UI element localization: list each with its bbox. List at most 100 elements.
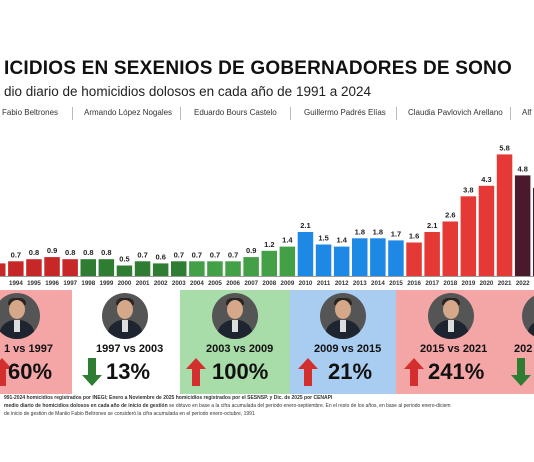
bar-2007 xyxy=(243,257,259,276)
bar-value-label-2012: 1.4 xyxy=(336,236,347,245)
footnote-source-text: 991-2024 homicidios registrados por INEG… xyxy=(4,395,333,401)
x-tick-label-2014: 2014 xyxy=(371,280,385,287)
bar-value-label-2008: 1.2 xyxy=(264,240,274,249)
governor-name-pavlovich: Claudia Pavlovich Arellano xyxy=(408,108,503,117)
comparison-period: 1 vs 1997 xyxy=(4,343,53,355)
bar-2015 xyxy=(388,240,404,276)
x-tick-label-1994: 1994 xyxy=(9,280,23,287)
x-tick-label-2007: 2007 xyxy=(244,280,258,287)
bar-2000 xyxy=(116,265,133,276)
comparison-panel-pavlovich: 2015 vs 2021 241% xyxy=(396,290,508,394)
x-tick-label-2018: 2018 xyxy=(443,280,457,287)
x-tick-label-2016: 2016 xyxy=(407,280,421,287)
comparison-period: 1997 vs 2003 xyxy=(96,343,164,355)
arrow-up-icon xyxy=(0,358,12,386)
x-tick-label-2015: 2015 xyxy=(389,280,403,287)
comparison-period: 2015 vs 2021 xyxy=(420,343,488,355)
x-tick-label-2011: 2011 xyxy=(317,280,331,287)
bar-1996 xyxy=(44,257,60,276)
x-tick-label-2013: 2013 xyxy=(353,280,367,287)
bar-2003 xyxy=(171,261,187,276)
arrow-up-icon xyxy=(186,358,206,386)
bar-value-label-2014: 1.8 xyxy=(373,227,383,236)
governor-photo xyxy=(212,293,258,339)
bar-2005 xyxy=(207,261,223,276)
bar-2022 xyxy=(514,175,531,276)
governor-separator xyxy=(510,107,511,120)
x-tick-label-2019: 2019 xyxy=(462,280,476,287)
governor-photo xyxy=(428,293,474,339)
x-tick-label-1997: 1997 xyxy=(63,280,77,287)
comparison-panel-lopez: 1997 vs 2003 13% xyxy=(72,290,180,394)
bar-1999 xyxy=(98,259,115,276)
chart-subtitle: dio diario de homicidios dolosos en cada… xyxy=(4,84,372,99)
governor-name-lopez: Armando López Nogales xyxy=(84,108,173,117)
bar-value-label-2022: 4.8 xyxy=(517,164,527,173)
footnote-method-bold: medio diario de homicidios dolosos en ca… xyxy=(4,403,168,409)
bar-value-label-2003: 0.7 xyxy=(174,250,184,259)
bar-value-label-2021: 5.8 xyxy=(499,143,509,152)
bar-value-label-1996: 0.9 xyxy=(47,246,57,255)
bar-value-label-2017: 2.1 xyxy=(427,221,437,230)
x-tick-label-2009: 2009 xyxy=(281,280,295,287)
comparison-percent: 100% xyxy=(212,359,269,384)
bar-2016 xyxy=(406,242,422,276)
bar-value-label-1995: 0.8 xyxy=(29,248,39,257)
bar-value-label-2002: 0.6 xyxy=(155,252,165,261)
bar-2002 xyxy=(152,263,169,276)
comparison-period: 2009 vs 2015 xyxy=(314,343,382,355)
bar-value-label-2006: 0.7 xyxy=(228,250,238,259)
arrow-down-icon xyxy=(511,358,531,386)
footnote-method-text: se obtuvo en base a la cifra acumulada d… xyxy=(167,403,451,409)
bar-2010 xyxy=(297,232,314,276)
comparison-panel-beltrones: 1 vs 1997 60% xyxy=(0,290,72,394)
x-tick-label-1999: 1999 xyxy=(100,280,114,287)
comparison-percent: 60% xyxy=(8,359,53,384)
footnote-method: medio diario de homicidios dolosos en ca… xyxy=(4,403,451,409)
bar-value-label-2016: 1.6 xyxy=(409,232,419,241)
x-tick-label-2002: 2002 xyxy=(154,280,168,287)
bar-1997 xyxy=(62,259,78,276)
x-tick-label-2000: 2000 xyxy=(118,280,132,287)
chart-title: ICIDIOS EN SEXENIOS DE GOBERNADORES DE S… xyxy=(4,58,512,79)
comparison-panel-durazo: 202 xyxy=(508,290,534,394)
governor-name-padres: Guillermo Padrés Elías xyxy=(304,108,386,117)
bar-value-label-2004: 0.7 xyxy=(192,250,202,259)
bar-2006 xyxy=(225,261,241,276)
bar-2021 xyxy=(496,154,513,276)
bar-1995 xyxy=(26,259,42,276)
bar-2019 xyxy=(460,196,477,276)
bar-2018 xyxy=(442,221,458,276)
bar-2020 xyxy=(478,185,495,276)
governor-name-beltrones: Fabio Beltrones xyxy=(2,108,59,117)
comparison-percent: 241% xyxy=(428,359,485,384)
bar-1994 xyxy=(8,261,24,276)
bar-2004 xyxy=(189,261,205,276)
bar-2011 xyxy=(315,244,332,276)
governor-separator xyxy=(396,107,397,120)
x-tick-label-2021: 2021 xyxy=(498,280,512,287)
governor-separator xyxy=(180,107,181,120)
comparison-percent: 21% xyxy=(328,359,373,384)
bar-value-label-1997: 0.8 xyxy=(65,248,75,257)
bar-2017 xyxy=(424,232,440,276)
x-tick-label-2001: 2001 xyxy=(136,280,150,287)
x-tick-label-2004: 2004 xyxy=(190,280,204,287)
bar-1993 xyxy=(0,263,6,276)
bar-2008 xyxy=(261,250,277,276)
bar-value-label-2015: 1.7 xyxy=(391,229,401,238)
x-tick-label-2003: 2003 xyxy=(172,280,186,287)
bar-value-label-1994: 0.7 xyxy=(11,250,21,259)
governor-name-bours: Eduardo Bours Castelo xyxy=(194,108,277,117)
comparison-period: 2003 vs 2009 xyxy=(206,343,274,355)
governor-photo xyxy=(522,293,534,339)
x-tick-label-2020: 2020 xyxy=(480,280,494,287)
bar-value-label-2000: 0.5 xyxy=(119,255,129,264)
arrow-down-icon xyxy=(82,358,102,386)
x-tick-label-2022: 2022 xyxy=(516,280,530,287)
comparison-panel-bours: 2003 vs 2009 100% xyxy=(180,290,290,394)
x-tick-label-1998: 1998 xyxy=(81,280,95,287)
governor-separator xyxy=(290,107,291,120)
bar-value-label-1999: 0.8 xyxy=(101,248,111,257)
x-tick-label-2008: 2008 xyxy=(262,280,276,287)
